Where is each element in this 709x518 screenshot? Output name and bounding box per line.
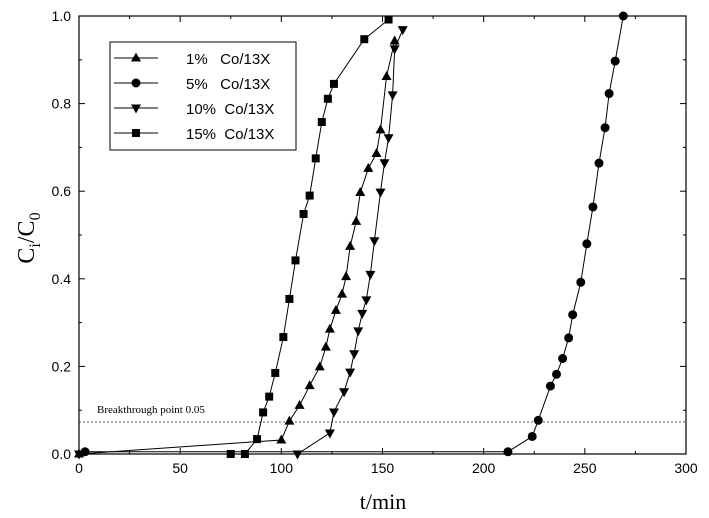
series-2-point-3: [328, 408, 339, 418]
x-tick-label-5: 250: [573, 460, 597, 476]
y-tick-label-2: 0.4: [52, 271, 72, 287]
series-1-point-14: [604, 89, 614, 99]
series-0-point-3: [294, 399, 305, 409]
y-axis-title-main: C: [14, 248, 40, 264]
series-0-point-6: [320, 341, 331, 351]
y-tick-label-1: 0.2: [52, 358, 72, 374]
series-3-point-5: [271, 368, 280, 377]
series-0-point-10: [341, 271, 352, 281]
legend-marker-2: [131, 104, 141, 114]
series-1-point-6: [558, 354, 568, 364]
series-1-point-13: [600, 123, 610, 133]
series-3-point-7: [285, 294, 294, 303]
series-1-point-10: [582, 239, 592, 249]
series-2-point-12: [375, 188, 386, 198]
legend-marker-0: [131, 52, 141, 62]
y-tick-label-0: 0.0: [52, 446, 72, 462]
series-3-point-11: [311, 154, 320, 163]
series-2-point-2: [324, 429, 335, 439]
series-3-point-12: [317, 117, 326, 126]
series-0-point-13: [355, 187, 366, 197]
series-3-point-9: [299, 209, 308, 218]
x-tick-label-0: 0: [75, 460, 83, 476]
axis-ticks: 0 50 100 150 200 250 300 0.0 0.2 0.4 0.6 0.8 1.0: [52, 8, 698, 476]
x-tick-label-4: 200: [472, 460, 496, 476]
series-1-point-12: [594, 158, 604, 168]
series-1-point-5: [552, 369, 562, 379]
series-2-point-16: [389, 45, 400, 55]
series-0-point-4: [304, 380, 315, 390]
series-0-point-17: [381, 70, 392, 80]
series-1-point-9: [576, 277, 586, 287]
series-2-point-0: [74, 450, 84, 460]
y-axis-title-sub-0: 0: [27, 212, 44, 220]
legend-label-0: 1% Co/13X: [186, 51, 270, 68]
x-tick-label-1: 50: [172, 460, 188, 476]
x-tick-label-3: 150: [371, 460, 395, 476]
series-1-point-2: [527, 431, 537, 441]
series-3-point-16: [384, 15, 393, 24]
y-tick-label-3: 0.6: [52, 183, 72, 199]
series-3-point-8: [291, 256, 300, 265]
series-0-point-9: [337, 288, 348, 298]
legend-label-1: 5% Co/13X: [186, 76, 270, 93]
series-0-point-15: [371, 148, 382, 158]
series-2-point-13: [379, 159, 390, 169]
y-axis-title-sub-i: i: [27, 243, 44, 248]
series-2-point-8: [357, 309, 368, 319]
series-2-point-7: [353, 327, 364, 337]
legend-box: [109, 41, 297, 151]
series-2-point-4: [339, 388, 350, 398]
y-axis-title: Ci/C0: [14, 212, 44, 263]
series-3-point-15: [360, 35, 369, 44]
legend-label-2: 10% Co/13X: [186, 101, 274, 118]
x-axis-title: t/min: [360, 489, 406, 514]
series-2-point-9: [361, 296, 372, 306]
series-3-point-6: [279, 333, 288, 342]
series-0-point-5: [314, 361, 325, 371]
series-0-point-11: [345, 240, 356, 250]
svg-text:Ci/C0: Ci/C0: [14, 212, 44, 263]
series-0-point-7: [324, 323, 335, 333]
series-2-point-17: [397, 26, 408, 36]
series-3-point-10: [305, 191, 314, 200]
series-0-point-1: [276, 434, 287, 444]
series-2-point-14: [383, 134, 394, 144]
series-0-point-16: [375, 124, 386, 134]
series-1-point-4: [545, 381, 555, 391]
series-0-point-12: [351, 215, 362, 225]
series-0-point-14: [363, 162, 374, 172]
x-tick-label-6: 300: [674, 460, 698, 476]
legend: 1% Co/13X 5% Co/13X 10% Co/13X 15% Co/13X: [109, 41, 297, 151]
y-axis-title-slash: /C: [14, 220, 40, 243]
series-3-point-4: [265, 392, 274, 401]
series-0-point-8: [330, 304, 341, 314]
series-3-point-3: [259, 408, 268, 417]
series-3-point-14: [329, 79, 338, 88]
series-1-point-8: [568, 310, 578, 320]
series-1-point-1: [503, 447, 513, 457]
series-1-point-7: [564, 333, 574, 343]
y-tick-label-4: 0.8: [52, 96, 72, 112]
series-3-point-13: [323, 94, 332, 103]
legend-label-3: 15% Co/13X: [186, 126, 274, 143]
series-1-point-11: [588, 202, 598, 212]
breakthrough-annotation: Breakthrough point 0.05: [97, 404, 205, 416]
y-tick-label-5: 1.0: [52, 8, 72, 24]
legend-marker-1: [131, 78, 141, 88]
series-0-point-2: [284, 415, 295, 425]
series-1-point-15: [610, 56, 620, 66]
series-2-point-11: [369, 237, 380, 247]
series-2-point-6: [349, 350, 360, 360]
series-1-point-3: [533, 415, 543, 425]
series-2-point-1: [292, 450, 303, 460]
x-tick-label-2: 100: [270, 460, 294, 476]
series-2-point-5: [345, 368, 356, 378]
series-3-point-2: [253, 435, 262, 444]
legend-marker-3: [132, 129, 140, 137]
series-2-point-10: [365, 270, 376, 280]
series-2-point-15: [387, 91, 398, 101]
